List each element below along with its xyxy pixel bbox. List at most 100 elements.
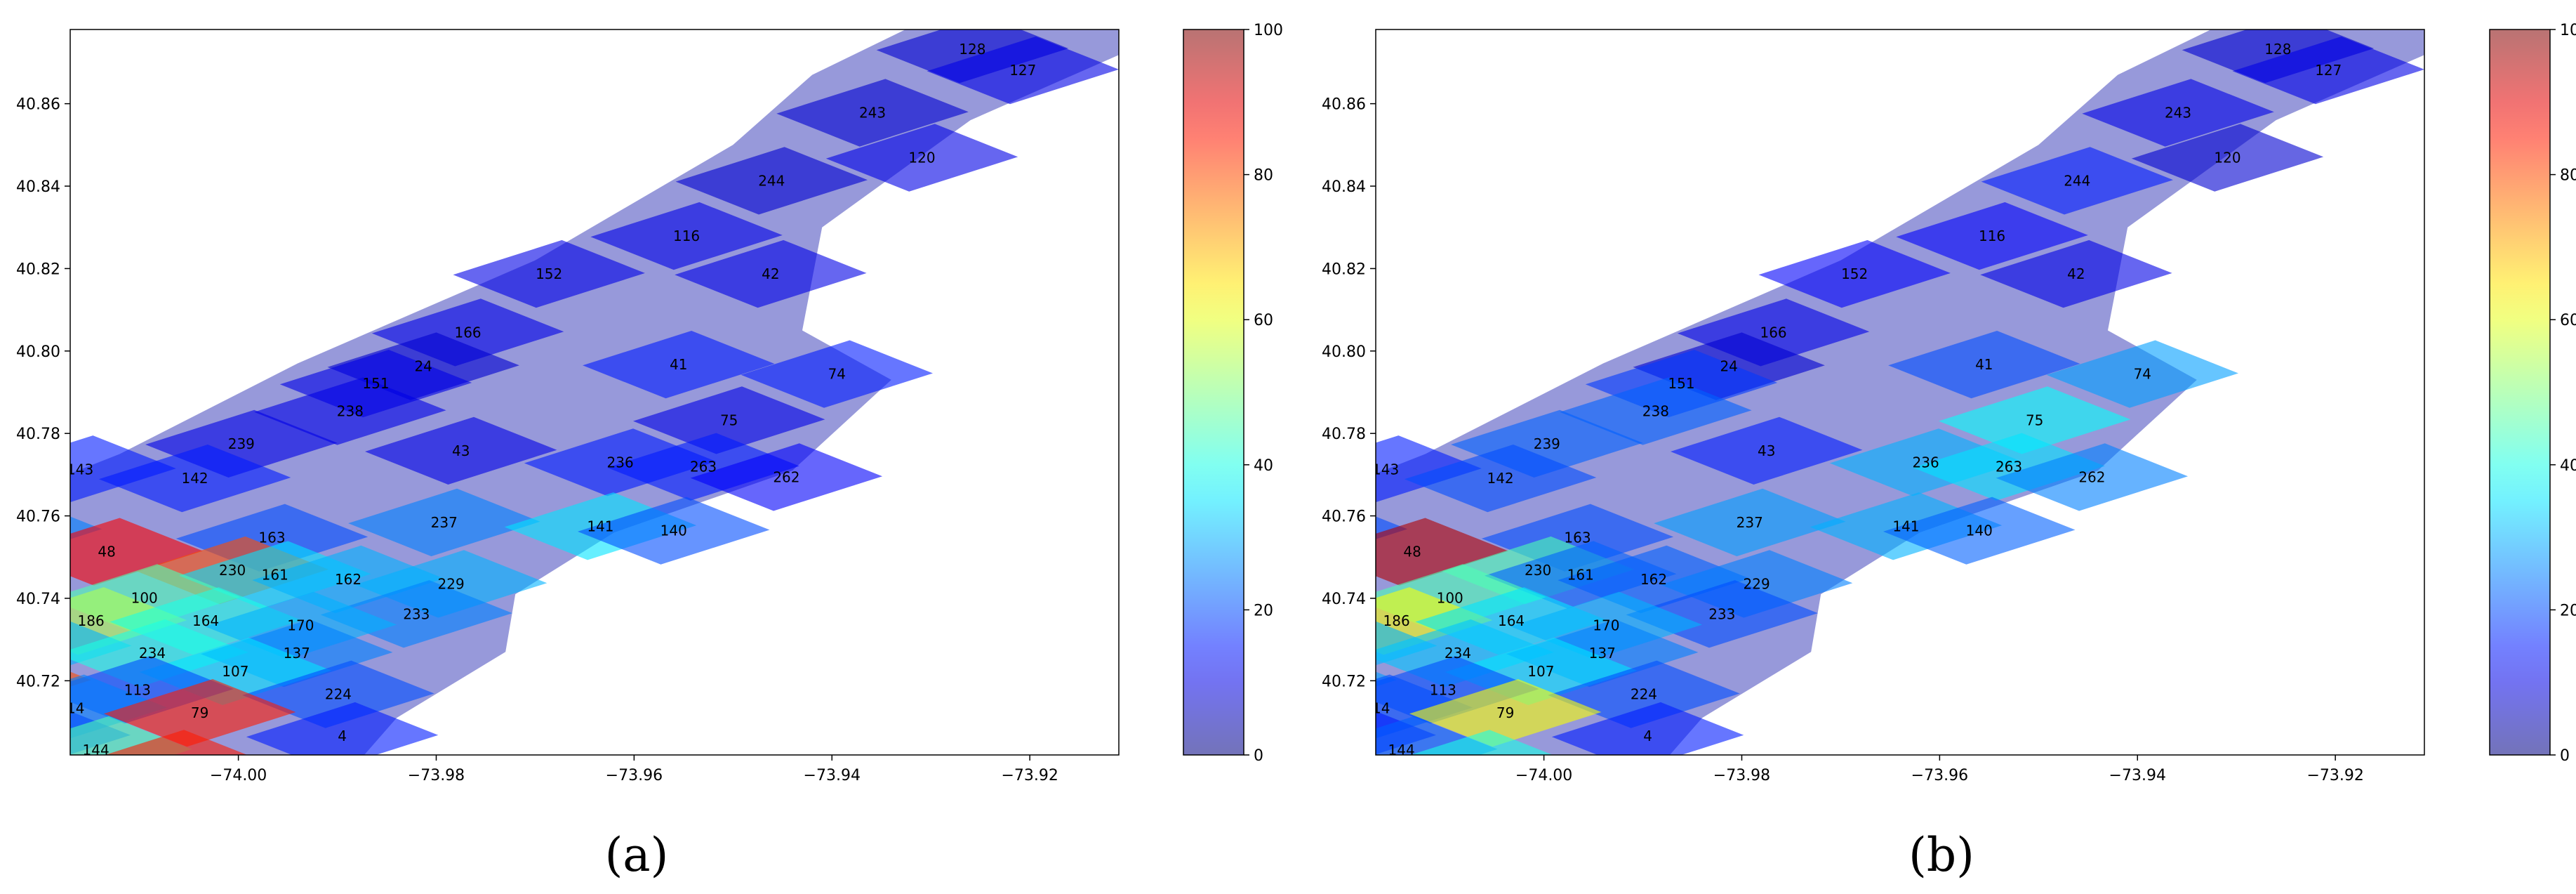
zone-24-label: 24: [1720, 358, 1737, 375]
zone-238-label: 238: [1642, 402, 1669, 419]
zone-87-cell: [1103, 797, 1294, 865]
zone-75-label: 75: [720, 412, 738, 428]
zone-261-cell: [1016, 790, 1207, 857]
zone-127-label: 127: [1009, 62, 1036, 79]
zone-48-cell: [70, 518, 203, 586]
y-tick-label: 40.76: [16, 508, 60, 526]
panel-label: (b): [1908, 828, 1974, 882]
zone-243-cell: [2082, 79, 2274, 147]
zone-43-label: 43: [452, 442, 470, 459]
zone-120-label: 120: [2214, 150, 2240, 166]
zone-238-label: 238: [337, 402, 364, 419]
zone-140-cell: [578, 497, 770, 565]
zone-75-label: 75: [2026, 412, 2043, 428]
zone-161-label: 161: [262, 567, 288, 584]
zone-209-cell: [0, 790, 79, 857]
zone-144-label: 144: [1388, 742, 1415, 758]
zone-45-label: 45: [1366, 801, 1383, 818]
zone-237-label: 237: [431, 514, 458, 531]
zone-234-label: 234: [139, 645, 166, 662]
colorbar-tick-label: 60: [1254, 312, 1273, 329]
zone-140-cell: [1883, 497, 2076, 565]
zone-233-label: 233: [1708, 605, 1735, 622]
zone-143-cell: [1376, 435, 1482, 503]
zone-87-label: 87: [1190, 822, 1207, 839]
y-tick-label: 40.74: [1322, 591, 1366, 608]
zone-244-label: 244: [2064, 172, 2090, 189]
zone-4-label: 4: [1643, 728, 1652, 744]
zone-116-label: 116: [1979, 228, 2005, 244]
zone-88-cell: [1033, 817, 1225, 885]
colorbar-tick-label: 40: [1254, 457, 1273, 475]
colorbar-tick-label: 80: [1254, 167, 1273, 185]
zone-164-label: 164: [192, 612, 219, 629]
zone-43-cell: [365, 416, 557, 485]
zone-100-label: 100: [131, 589, 158, 606]
zone-244-cell: [1981, 147, 2173, 215]
zone-244-cell: [675, 147, 868, 215]
zone-230-label: 230: [1525, 562, 1551, 579]
zone-42-label: 42: [762, 265, 779, 282]
zone-211-label: 211: [1327, 728, 1353, 744]
zone-50-label: 50: [0, 522, 15, 539]
zone-170-label: 170: [287, 617, 314, 634]
zone-4-cell: [1551, 702, 1744, 755]
zone-249-label: 249: [1287, 672, 1314, 689]
colorbar-tick-label: 20: [2560, 602, 2576, 619]
y-tick-label: 40.84: [16, 178, 60, 196]
zone-45-cell: [1279, 776, 1470, 843]
zone-246-label: 246: [1150, 582, 1176, 599]
zone-13-cell: [965, 776, 1157, 843]
zone-152-cell: [453, 239, 645, 308]
zone-142-label: 142: [181, 470, 208, 487]
zone-4-cell: [246, 702, 439, 755]
zone-263-label: 263: [690, 459, 717, 475]
colorbar-tick-label: 80: [2560, 167, 2576, 185]
zone-79-label: 79: [191, 704, 208, 721]
zone-142-cell: [1404, 445, 1597, 513]
zone-120-cell: [825, 124, 1018, 192]
panel-label: (a): [605, 828, 669, 882]
zone-263-cell: [607, 433, 799, 501]
zone-152-cell: [1758, 239, 1951, 308]
zone-238-cell: [254, 377, 446, 445]
zone-236-cell: [1829, 428, 2022, 497]
zone-140-label: 140: [1966, 522, 1993, 539]
zone-120-label: 120: [908, 150, 935, 166]
x-tick-label: −73.98: [408, 767, 465, 784]
zone-141-label: 141: [1892, 518, 1919, 534]
y-tick-label: 40.80: [16, 343, 60, 361]
zone-152-label: 152: [1841, 265, 1868, 282]
colorbar: [2490, 29, 2550, 755]
y-tick-label: 40.86: [16, 96, 60, 114]
zone-244-label: 244: [758, 172, 785, 189]
colorbar-tick-label: 100: [2560, 22, 2576, 39]
zone-128-label: 128: [2264, 41, 2291, 58]
zone-125-cell: [0, 686, 19, 754]
zone-243-cell: [776, 79, 969, 147]
zone-236-cell: [524, 428, 717, 497]
y-tick-label: 40.78: [16, 426, 60, 443]
y-tick-label: 40.78: [1322, 426, 1366, 443]
zone-75-cell: [633, 386, 825, 454]
zone-74-cell: [741, 340, 933, 408]
zone-79-cell: [103, 679, 296, 747]
zone-42-label: 42: [2067, 265, 2085, 282]
zone-42-cell: [675, 239, 867, 308]
zone-142-label: 142: [1487, 470, 1513, 487]
zone-170-label: 170: [1593, 617, 1619, 634]
zone-209-label: 209: [1275, 815, 1302, 832]
colorbar-tick-label: 40: [2560, 457, 2576, 475]
y-tick-label: 40.72: [1322, 673, 1366, 690]
zone-234-label: 234: [1445, 645, 1471, 662]
y-tick-label: 40.82: [16, 261, 60, 278]
x-tick-label: −73.94: [804, 767, 861, 784]
zone-48-label: 48: [1403, 544, 1421, 560]
y-tick-label: 40.74: [16, 591, 60, 608]
x-tick-label: −73.98: [1713, 767, 1770, 784]
zone-262-cell: [690, 443, 883, 511]
zone-41-label: 41: [670, 356, 687, 373]
zone-229-label: 229: [438, 575, 465, 592]
zone-137-label: 137: [284, 645, 310, 662]
